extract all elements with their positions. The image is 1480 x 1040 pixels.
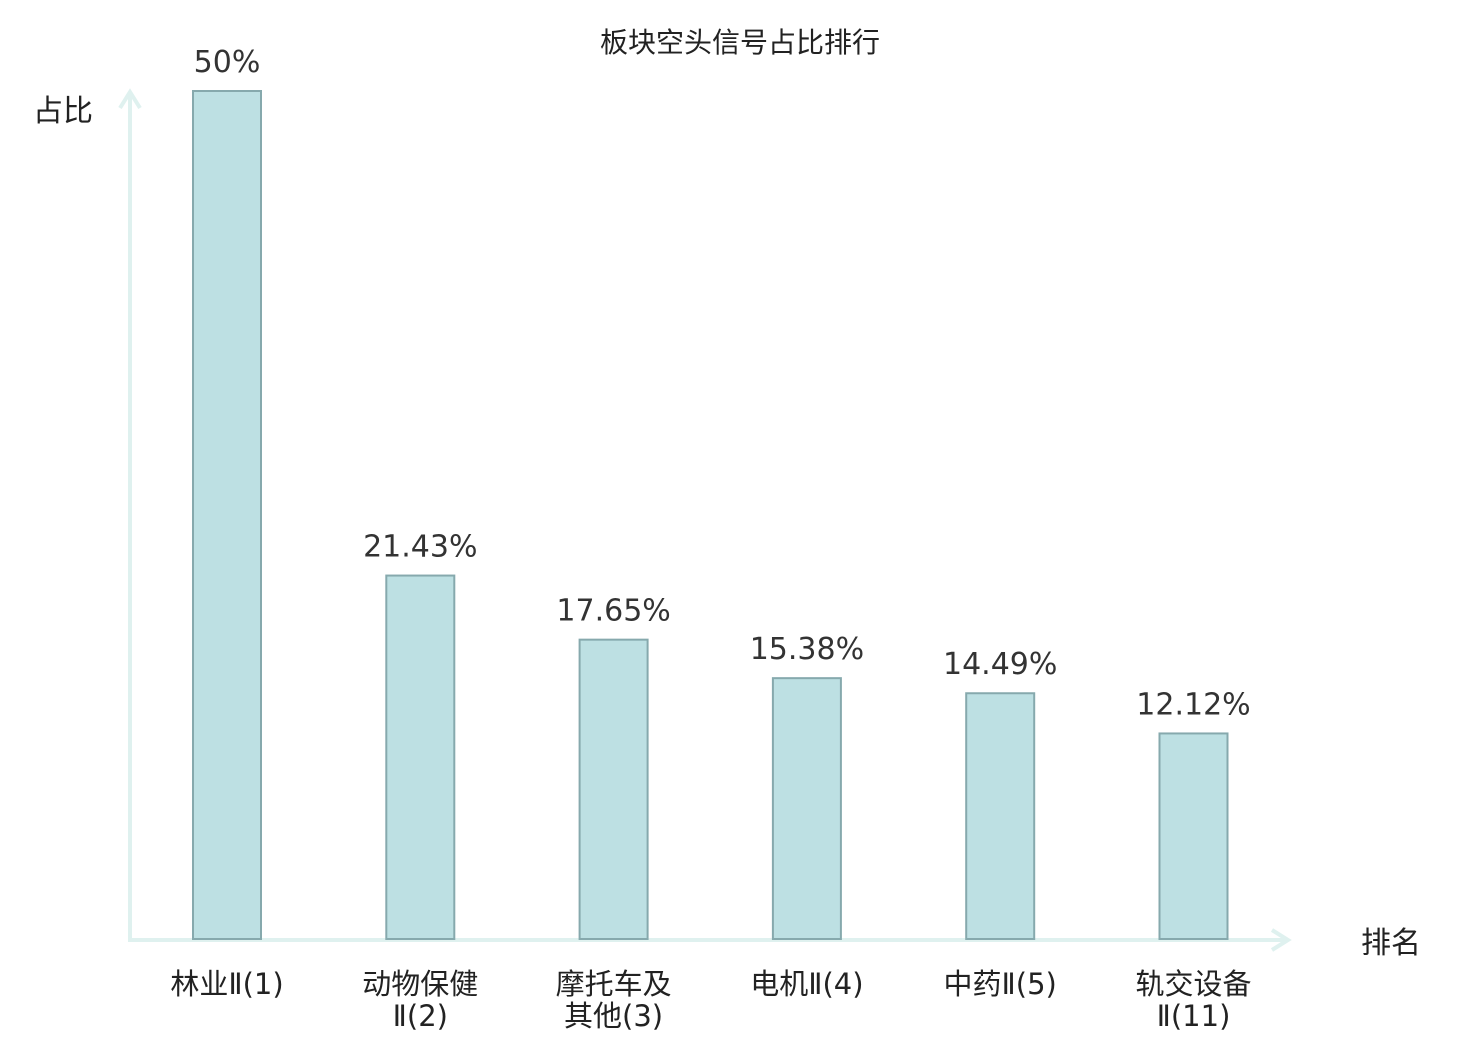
category-label-3-line2: 其他(3)	[564, 999, 663, 1033]
bar-6	[1158, 732, 1229, 941]
category-label-4: 电机Ⅱ(4)	[750, 967, 863, 1001]
category-label-6: 轨交设备	[1135, 967, 1251, 1001]
x-axis-label: 排名	[1361, 926, 1421, 961]
value-label-5: 14.49%	[943, 647, 1057, 682]
bar-4	[771, 677, 842, 940]
category-label-2: 动物保健	[362, 967, 478, 1001]
category-label-6-line2: Ⅱ(11)	[1157, 999, 1231, 1033]
category-label-3: 摩托车及	[556, 967, 672, 1001]
value-label-6: 12.12%	[1136, 687, 1250, 722]
bar-2	[385, 574, 456, 940]
bar-1	[192, 90, 262, 940]
value-label-2: 21.43%	[363, 530, 477, 565]
chart-title: 板块空头信号占比排行	[600, 26, 880, 59]
y-axis-arrow	[118, 88, 142, 110]
category-label-2-line2: Ⅱ(2)	[393, 999, 448, 1033]
y-axis-label: 占比	[33, 94, 93, 129]
value-label-4: 15.38%	[750, 632, 864, 667]
bar-3	[578, 638, 649, 940]
value-label-1: 50%	[194, 45, 261, 80]
x-axis-arrow	[1270, 928, 1292, 952]
category-label-1: 林业Ⅱ(1)	[170, 967, 283, 1001]
bar-5	[965, 692, 1036, 940]
category-label-5: 中药Ⅱ(5)	[944, 967, 1057, 1001]
value-label-3: 17.65%	[556, 594, 670, 629]
